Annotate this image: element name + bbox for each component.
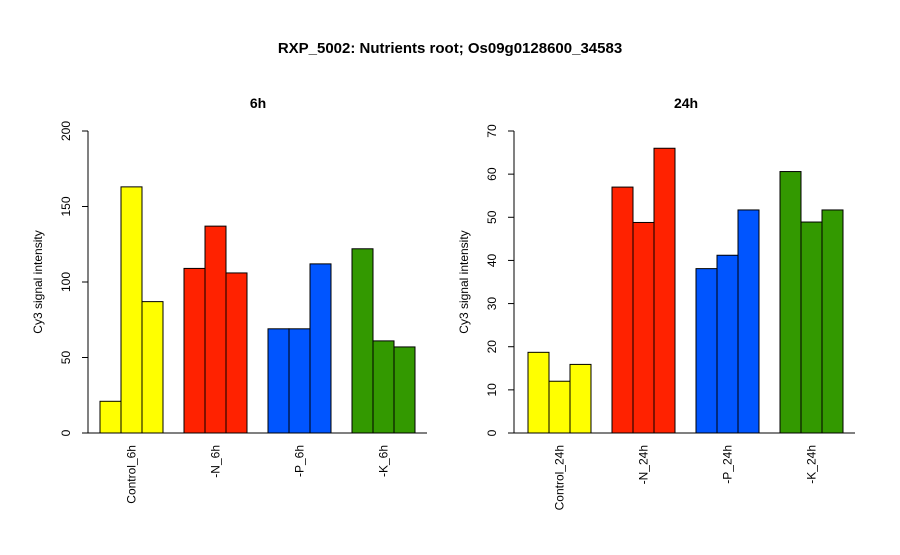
y-tick-label: 150 bbox=[59, 196, 73, 216]
y-tick-label: 60 bbox=[485, 167, 499, 181]
panel-title: 24h bbox=[674, 95, 698, 111]
bar bbox=[695, 268, 718, 434]
bar bbox=[737, 209, 760, 434]
bar bbox=[351, 248, 374, 434]
bar bbox=[204, 225, 227, 434]
y-tick-label: 10 bbox=[485, 383, 499, 397]
y-tick-label: 40 bbox=[485, 253, 499, 267]
bar bbox=[267, 328, 290, 434]
bar bbox=[800, 221, 823, 434]
bar bbox=[288, 328, 311, 434]
bar bbox=[309, 263, 332, 434]
y-tick-label: 20 bbox=[485, 340, 499, 354]
x-tick-label: -K_24h bbox=[805, 445, 819, 484]
bar bbox=[393, 346, 416, 434]
bar bbox=[120, 186, 143, 434]
x-tick-label: Control_6h bbox=[125, 445, 139, 504]
chart-panel-6h: 6h Control_6h -N_6h -P_6h -K_6h 0 50 100 150 200 C… bbox=[31, 95, 427, 504]
x-tick-label: -N_6h bbox=[209, 445, 223, 478]
bar bbox=[141, 301, 164, 434]
x-tick-label: -K_6h bbox=[377, 445, 391, 477]
bar bbox=[779, 171, 802, 434]
y-tick-label: 70 bbox=[485, 124, 499, 138]
x-tick-label: -N_24h bbox=[637, 445, 651, 484]
bar bbox=[527, 351, 550, 434]
x-tick-label: -P_24h bbox=[721, 445, 735, 484]
bar bbox=[569, 363, 592, 434]
bar bbox=[611, 186, 634, 434]
bar bbox=[372, 340, 395, 434]
bar bbox=[821, 209, 844, 434]
x-tick-label: Control_24h bbox=[553, 445, 567, 510]
y-tick-label: 30 bbox=[485, 297, 499, 311]
y-tick-label: 0 bbox=[59, 429, 73, 436]
bar bbox=[99, 400, 122, 434]
bar bbox=[716, 254, 739, 434]
panel-title: 6h bbox=[250, 95, 266, 111]
bar bbox=[225, 272, 248, 434]
y-tick-label: 50 bbox=[59, 351, 73, 365]
y-tick-label: 200 bbox=[59, 121, 73, 141]
y-axis-label: Cy3 signal intensity bbox=[31, 230, 45, 333]
y-axis-label: Cy3 signal intensity bbox=[457, 230, 471, 333]
chart-panel-24h: 24h Control_24h -N_24h -P_24h -K_24h 0 10 20 30 4… bbox=[457, 95, 855, 510]
x-tick-label: -P_6h bbox=[293, 445, 307, 477]
bar bbox=[653, 147, 676, 434]
bar bbox=[632, 221, 655, 434]
figure-title: RXP_5002: Nutrients root; Os09g0128600_3… bbox=[278, 40, 622, 57]
y-tick-label: 100 bbox=[59, 272, 73, 292]
y-tick-label: 50 bbox=[485, 210, 499, 224]
bar bbox=[548, 380, 571, 434]
y-tick-label: 0 bbox=[485, 429, 499, 436]
bar bbox=[183, 267, 206, 434]
